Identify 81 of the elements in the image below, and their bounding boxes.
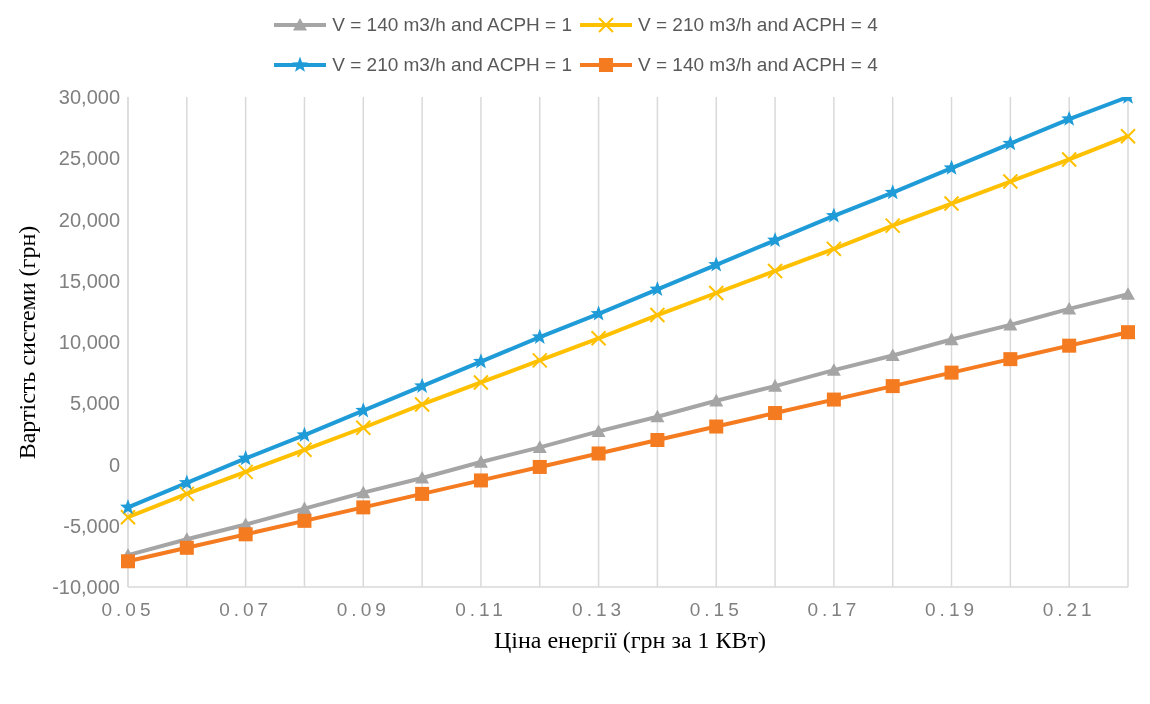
point: [1061, 151, 1078, 168]
point: [356, 500, 371, 515]
point: [1121, 325, 1135, 340]
point: [649, 307, 666, 324]
x-tick-label: 0.13: [572, 599, 626, 621]
point: [944, 365, 959, 380]
point: [1062, 301, 1077, 315]
point: [238, 527, 253, 542]
point: [472, 374, 489, 391]
point: [472, 353, 489, 369]
y-tick-label: 30,000: [58, 86, 120, 109]
y-tick-label: -10,000: [52, 576, 120, 599]
x-tick-label: 0.15: [689, 599, 743, 621]
point: [355, 419, 372, 436]
point: [1120, 128, 1136, 145]
point: [296, 441, 313, 458]
point: [943, 159, 960, 175]
point: [943, 195, 960, 212]
point: [650, 433, 665, 447]
point: [296, 426, 313, 442]
point: [768, 406, 783, 421]
point: [356, 485, 371, 499]
point: [650, 409, 665, 423]
point: [825, 240, 842, 257]
x-tick-label: 0.19: [925, 599, 979, 621]
point: [590, 305, 607, 321]
legend-label: V = 210 m3/h and ACPH = 4: [638, 14, 878, 36]
point: [121, 554, 135, 569]
y-tick-label: 25,000: [58, 147, 120, 170]
point: [473, 473, 488, 488]
point: [532, 459, 547, 474]
y-tick-label: -5,000: [63, 514, 120, 537]
point: [297, 513, 312, 528]
point: [590, 330, 607, 347]
point: [531, 352, 548, 369]
x-tick-label: 0.05: [101, 599, 155, 621]
point: [709, 393, 724, 407]
point: [767, 262, 784, 279]
point: [591, 446, 606, 461]
x-tick-label: 0.09: [336, 599, 390, 621]
point: [826, 392, 841, 407]
x-tick-label: 0.17: [807, 599, 861, 621]
point: [415, 470, 430, 484]
point: [709, 419, 724, 434]
y-tick-label: 5,000: [69, 392, 120, 415]
point: [1003, 352, 1018, 367]
legend-label: V = 140 m3/h and ACPH = 4: [638, 54, 878, 76]
y-axis-title: Вартість системи (грн): [14, 225, 42, 459]
point: [768, 379, 783, 392]
point: [825, 207, 842, 223]
legend-label: V = 140 m3/h and ACPH = 1: [332, 14, 572, 36]
legend-label: V = 210 m3/h and ACPH = 1: [332, 54, 572, 76]
point: [178, 485, 195, 502]
point: [179, 540, 194, 555]
y-tick-label: 10,000: [58, 331, 120, 354]
point: [414, 396, 431, 413]
point: [1121, 287, 1135, 300]
point: [1062, 338, 1077, 353]
point: [884, 217, 901, 234]
point: [1002, 173, 1019, 190]
point: [708, 285, 725, 301]
x-tick-label: 0.07: [219, 599, 273, 621]
point: [297, 501, 312, 515]
point: [473, 455, 488, 468]
point: [826, 363, 841, 376]
x-axis-title: Ціна енергії (грн за 1 КВт): [492, 627, 768, 654]
point: [591, 424, 606, 438]
point: [885, 348, 900, 362]
point: [1003, 317, 1018, 331]
y-tick-label: 20,000: [58, 208, 120, 231]
point: [944, 332, 959, 346]
point: [178, 474, 195, 490]
point: [532, 440, 547, 453]
x-tick-label: 0.21: [1042, 599, 1096, 621]
x-tick-label: 0.11: [455, 599, 507, 621]
y-tick-label: 15,000: [58, 269, 120, 292]
point: [885, 379, 900, 394]
point: [415, 486, 430, 501]
y-tick-label: 0: [108, 453, 120, 476]
point: [237, 463, 254, 480]
point: [120, 509, 136, 526]
